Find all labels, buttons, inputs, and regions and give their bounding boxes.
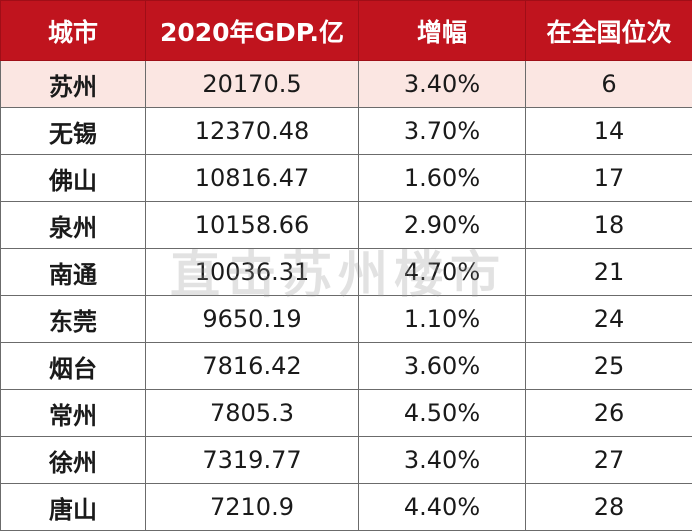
table-header-row: 城市 2020年GDP.亿 增幅 在全国位次 — [0, 0, 692, 61]
table-row: 泉州 10158.66 2.90% 18 — [0, 201, 692, 249]
gdp-cell: 10036.31 — [145, 248, 359, 296]
city-cell: 徐州 — [0, 436, 146, 484]
growth-cell: 3.40% — [358, 436, 526, 484]
growth-cell: 1.10% — [358, 295, 526, 343]
growth-cell: 1.60% — [358, 154, 526, 202]
table-row: 唐山 7210.9 4.40% 28 — [0, 483, 692, 531]
rank-cell: 27 — [525, 436, 692, 484]
rank-cell: 14 — [525, 107, 692, 155]
gdp-cell: 10816.47 — [145, 154, 359, 202]
growth-cell: 2.90% — [358, 201, 526, 249]
rank-cell: 18 — [525, 201, 692, 249]
rank-cell: 25 — [525, 342, 692, 390]
header-rank: 在全国位次 — [525, 0, 692, 61]
table-row: 佛山 10816.47 1.60% 17 — [0, 154, 692, 202]
rank-cell: 24 — [525, 295, 692, 343]
gdp-cell: 9650.19 — [145, 295, 359, 343]
gdp-cell: 7805.3 — [145, 389, 359, 437]
table-row: 无锡 12370.48 3.70% 14 — [0, 107, 692, 155]
table-row: 徐州 7319.77 3.40% 27 — [0, 436, 692, 484]
growth-cell: 3.70% — [358, 107, 526, 155]
growth-cell: 4.40% — [358, 483, 526, 531]
city-cell: 南通 — [0, 248, 146, 296]
city-cell: 佛山 — [0, 154, 146, 202]
table-row: 烟台 7816.42 3.60% 25 — [0, 342, 692, 390]
city-cell: 东莞 — [0, 295, 146, 343]
city-cell: 泉州 — [0, 201, 146, 249]
city-cell: 苏州 — [0, 60, 146, 108]
rank-cell: 6 — [525, 60, 692, 108]
growth-cell: 4.50% — [358, 389, 526, 437]
city-cell: 常州 — [0, 389, 146, 437]
header-growth: 增幅 — [358, 0, 526, 61]
rank-cell: 17 — [525, 154, 692, 202]
table-row: 常州 7805.3 4.50% 26 — [0, 389, 692, 437]
table-row: 苏州 20170.5 3.40% 6 — [0, 60, 692, 108]
table-row: 南通 10036.31 4.70% 21 — [0, 248, 692, 296]
table-row: 东莞 9650.19 1.10% 24 — [0, 295, 692, 343]
rank-cell: 21 — [525, 248, 692, 296]
gdp-cell: 7816.42 — [145, 342, 359, 390]
growth-cell: 3.60% — [358, 342, 526, 390]
header-gdp: 2020年GDP.亿 — [145, 0, 359, 61]
city-cell: 烟台 — [0, 342, 146, 390]
gdp-cell: 20170.5 — [145, 60, 359, 108]
growth-cell: 4.70% — [358, 248, 526, 296]
table-body: 苏州 20170.5 3.40% 6 无锡 12370.48 3.70% 14 佛山 10816.… — [0, 60, 692, 531]
gdp-cell: 7319.77 — [145, 436, 359, 484]
rank-cell: 26 — [525, 389, 692, 437]
header-city: 城市 — [0, 0, 146, 61]
city-cell: 无锡 — [0, 107, 146, 155]
gdp-cell: 12370.48 — [145, 107, 359, 155]
rank-cell: 28 — [525, 483, 692, 531]
gdp-cell: 7210.9 — [145, 483, 359, 531]
growth-cell: 3.40% — [358, 60, 526, 108]
gdp-cell: 10158.66 — [145, 201, 359, 249]
city-cell: 唐山 — [0, 483, 146, 531]
